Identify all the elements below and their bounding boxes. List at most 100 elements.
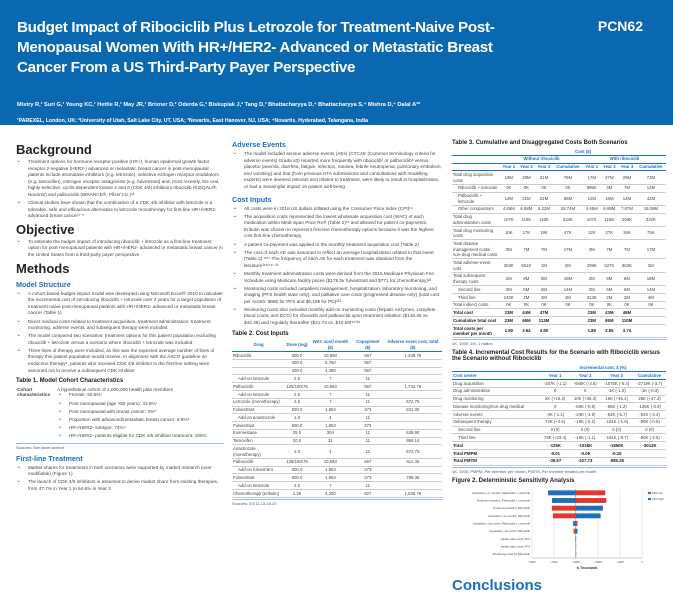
- table-cell: [635, 308, 666, 318]
- table-cell: 6.88M: [517, 205, 536, 214]
- table-cell: -60K (-0.9): [570, 402, 601, 412]
- table-row: Add-on fulvestrant 500.0 1,863 373: [232, 466, 442, 475]
- table-cell: 7: [308, 374, 353, 384]
- table-cell: 43M: [600, 308, 619, 318]
- table-cell: 20.0: [285, 437, 309, 446]
- table-cell: -1K (-0.3): [633, 387, 666, 396]
- table-cell: 2.5: [285, 398, 309, 407]
- table-cell: -151K (-1.9): [600, 418, 634, 427]
- column-header: Year 2: [600, 163, 619, 172]
- table-cell: 8,760: [308, 359, 353, 368]
- corresponding-author: *Corresponding author (anand.dalal@novar…: [17, 132, 123, 137]
- table-cell: 500.0: [285, 466, 309, 475]
- table-cell: Adverse events: [452, 410, 541, 419]
- table-cell: [552, 324, 583, 339]
- table-cell: 17M: [635, 239, 666, 260]
- table-row: Total PMTM -39.57 -327.73 -585.28: [452, 457, 666, 466]
- table-cell: 125/100/75: [285, 458, 309, 467]
- table-cell: 963K: [618, 258, 636, 273]
- cost-input-bullets: All costs were in 2016 US dollars inflat…: [232, 206, 442, 327]
- table-cell: [383, 481, 442, 490]
- table-cell: -54K (-5.7): [600, 410, 634, 419]
- table-cell: 19.74M: [552, 205, 583, 214]
- table-cell: Add-on letrozole: [232, 374, 286, 384]
- table-cell: 2M: [618, 293, 636, 302]
- table-cell: 313K: [582, 293, 601, 302]
- table-cell: Total PMPM: [452, 449, 541, 458]
- table-cell: 66M: [517, 316, 536, 326]
- table-cell: 567: [352, 351, 384, 360]
- table-row: Drug administration 0 0 -1K (-1.0) -1K (-0.3…: [452, 387, 666, 396]
- table-cell: Add-on anastrozole: [232, 413, 286, 423]
- table-cell: 400.0: [285, 359, 309, 368]
- table-cell: 3M: [582, 239, 601, 260]
- table-cell: Fulvestrant: [232, 473, 286, 483]
- table-cell: 2.5: [285, 481, 309, 490]
- table-cell: 2M: [582, 272, 601, 287]
- table-cell: Total drug administration costs: [452, 213, 500, 228]
- table1-source: Sources: See table content.: [16, 442, 224, 450]
- table-row: Second line 0 (0) 0 (0) 0 (0) 0 (0): [452, 426, 666, 435]
- bullet-item: The model compared two scenarios: treatm…: [16, 333, 224, 346]
- table-cell: 6M: [600, 285, 619, 294]
- table2-source: Sources: 3,5,11,13,15-20: [232, 498, 442, 506]
- table-cell: -19K (-1.1): [570, 433, 601, 443]
- table-cell: 0K: [618, 301, 636, 310]
- table-row: Palbociclib 125/100/75 10,963 567 911.40: [232, 458, 442, 467]
- table-cell: -327.73: [570, 457, 601, 466]
- table-cell: 1,734.76: [383, 382, 442, 391]
- column-header: Year 3: [535, 163, 553, 172]
- table-cell: 373: [352, 406, 384, 415]
- table-cell: 304: [308, 429, 353, 438]
- table-cell: 8M: [517, 272, 536, 287]
- table-cell: 1.90: [500, 324, 518, 339]
- affiliations: ¹PAREXEL, London, UK; ²University of Uta…: [17, 118, 369, 124]
- table-cell: Second line: [452, 426, 541, 435]
- table-row: Disease monitoring/non-drug medical 0 -60K…: [452, 402, 666, 412]
- table-cell: 107K: [500, 213, 518, 228]
- bullet-item: The acquisition costs represented the lo…: [232, 214, 442, 240]
- table-cell: 18M: [635, 272, 666, 287]
- bar: [552, 497, 576, 503]
- table-cell: -24K (-3.9): [570, 410, 601, 419]
- poster-code: PCN62: [597, 18, 643, 34]
- table-row: Total drug monitoring costs 10K 17K 19K 47K 1…: [452, 226, 666, 241]
- table-cell: 500.0: [285, 406, 309, 415]
- bullet-item: Post-menopausal with breast cancer: 3%⁸: [57, 409, 223, 416]
- table-cell: 110M: [618, 316, 636, 326]
- table-cell: 27M: [600, 170, 619, 185]
- bar: [548, 489, 576, 495]
- bullet-item: The cost of each AE was assumed to refle…: [232, 250, 442, 270]
- column-header: Cost center: [452, 371, 541, 380]
- table-cell: 3.55: [600, 324, 619, 339]
- category-label: Treatment duration, Palbociclib + Letroz…: [477, 498, 531, 502]
- table-cell: Palbociclib: [232, 458, 286, 467]
- table-cell: 0 (0): [570, 426, 601, 435]
- table-cell: 12M: [635, 184, 666, 193]
- bar: [552, 512, 576, 518]
- table-cell: 8M: [535, 272, 553, 287]
- table-row: 200.0 4,380 567: [232, 367, 442, 376]
- table-cell: 12M: [582, 192, 601, 206]
- column-header: Copayment ($): [352, 338, 384, 353]
- table-row: Add-on letrozole 2.5 7 11: [232, 374, 442, 384]
- background-heading: Background: [16, 142, 92, 157]
- table-cell: 831.00: [383, 406, 442, 415]
- table-cell: 0: [540, 387, 571, 396]
- table-cell: 109K: [618, 213, 636, 228]
- table-cell: [232, 367, 286, 376]
- table-cell: 1.29: [285, 489, 309, 498]
- table-cell: -1575K (-5.4): [600, 379, 634, 388]
- table-cell: 7M: [600, 239, 619, 260]
- legend-label: 20% high: [652, 497, 664, 501]
- table-cell: 4,200: [308, 489, 353, 498]
- table-cell: 2M: [635, 258, 666, 273]
- table-cell: 116K: [517, 213, 536, 228]
- table-cell: [635, 316, 666, 326]
- table-cell: Palbociclib: [232, 382, 286, 391]
- table-cell: 1,863: [308, 421, 353, 430]
- column-header: Cumulative: [552, 163, 583, 172]
- table-cell: 2K (+16.4): [540, 395, 571, 404]
- table-cell: 3M: [500, 239, 518, 260]
- table-cell: 36K: [618, 226, 636, 241]
